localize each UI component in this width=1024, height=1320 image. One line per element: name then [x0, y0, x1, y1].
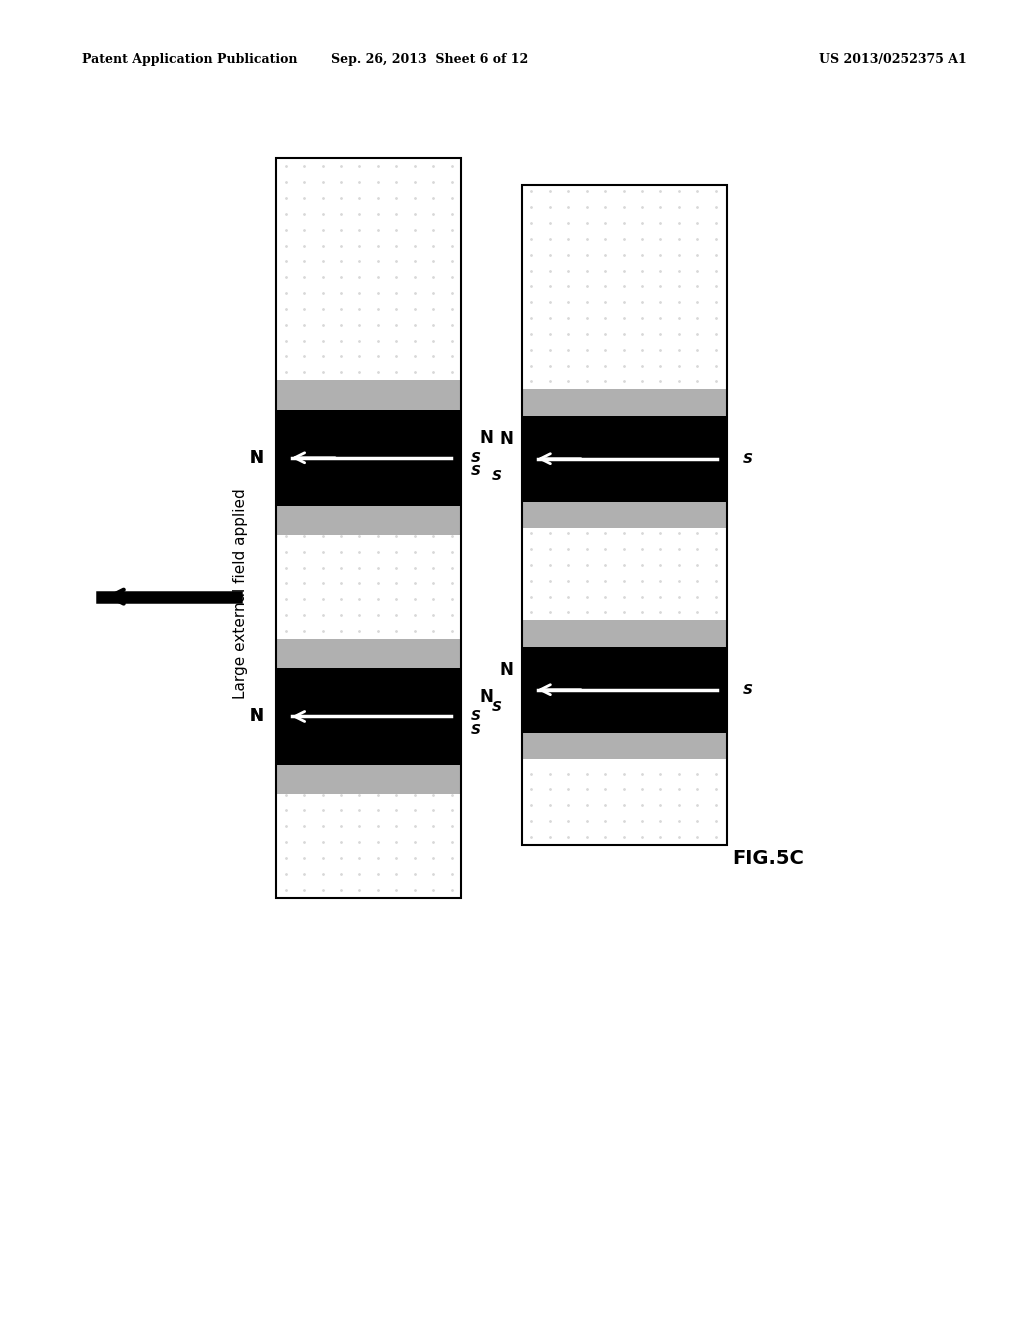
Text: S: S: [471, 450, 481, 465]
Text: Sep. 26, 2013  Sheet 6 of 12: Sep. 26, 2013 Sheet 6 of 12: [332, 53, 528, 66]
Text: N: N: [249, 449, 263, 467]
Bar: [276, 668, 461, 764]
Bar: [276, 158, 461, 380]
Bar: [276, 409, 461, 506]
Bar: [276, 506, 461, 536]
Bar: [276, 764, 461, 795]
Bar: [522, 502, 727, 528]
Bar: [522, 733, 727, 759]
Text: N: N: [500, 661, 514, 678]
Text: S: S: [471, 709, 481, 723]
Bar: [522, 759, 727, 845]
Text: N: N: [479, 688, 494, 706]
Bar: [276, 639, 461, 668]
Bar: [522, 185, 727, 389]
Bar: [522, 416, 727, 502]
Bar: [276, 536, 461, 639]
Text: Large external field applied: Large external field applied: [233, 488, 248, 700]
Bar: [522, 620, 727, 647]
Text: N: N: [249, 449, 263, 467]
Bar: [522, 647, 727, 733]
Bar: [522, 185, 727, 845]
Bar: [276, 158, 461, 898]
Bar: [522, 389, 727, 416]
Text: S: S: [492, 470, 502, 483]
Text: N: N: [479, 429, 494, 447]
Text: S: S: [492, 700, 502, 714]
Bar: [276, 380, 461, 409]
Text: S: S: [742, 451, 753, 466]
Text: Patent Application Publication: Patent Application Publication: [82, 53, 297, 66]
Text: S: S: [742, 682, 753, 697]
Text: FIG.5C: FIG.5C: [732, 849, 804, 867]
Text: N: N: [249, 708, 263, 726]
Bar: [522, 528, 727, 620]
Text: S: S: [471, 465, 481, 478]
Text: N: N: [500, 430, 514, 449]
Bar: [276, 795, 461, 898]
Text: N: N: [249, 708, 263, 726]
Text: S: S: [471, 723, 481, 737]
Text: US 2013/0252375 A1: US 2013/0252375 A1: [819, 53, 967, 66]
